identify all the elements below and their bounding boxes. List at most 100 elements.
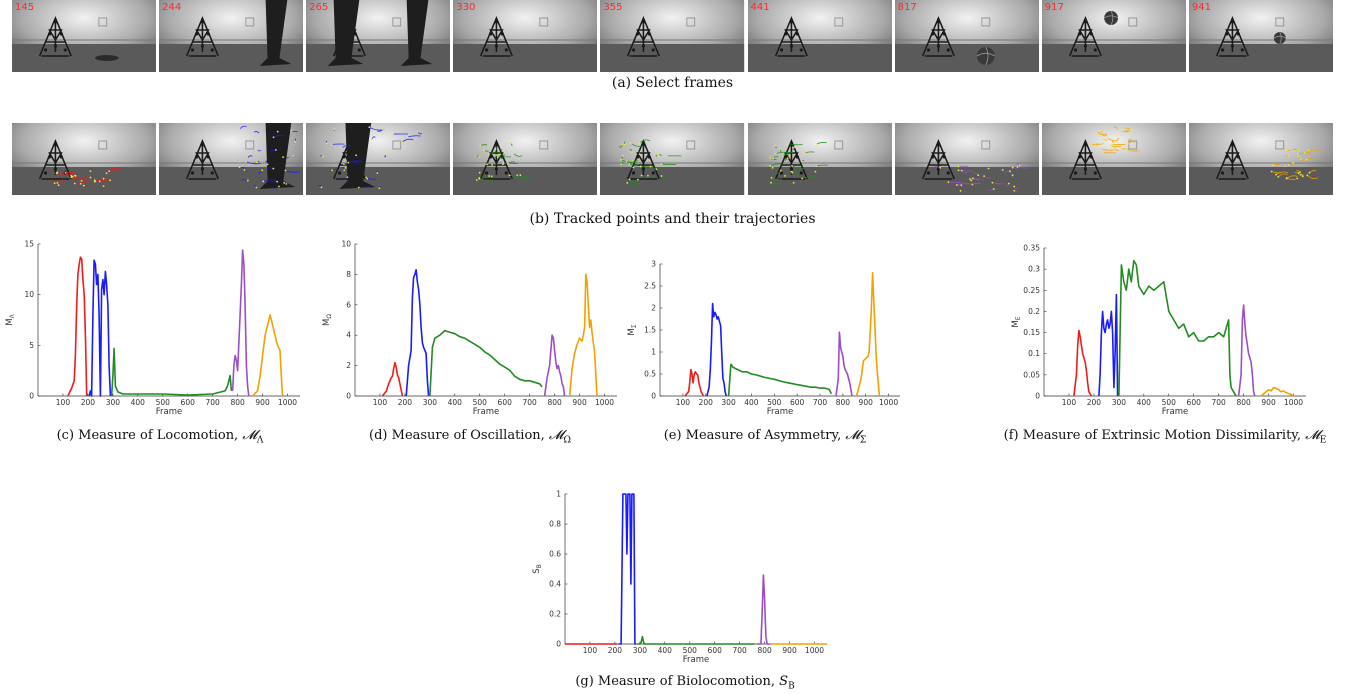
series-line-red: [684, 368, 705, 397]
axes: 100 200 300 400 500 600 700 800 900 1000 0 5 10 15 Fra…: [5, 240, 300, 417]
x-tick-label: 1000: [1284, 398, 1303, 407]
caption-g: (g) Measure of Biolocomotion, SB: [560, 674, 810, 692]
axes: 100 200 300 400 500 600 700 800 900 1000 0 2 4 6 8 10 Fr…: [322, 240, 617, 417]
y-tick-label: 2: [346, 361, 351, 370]
video-frame: [453, 123, 598, 195]
y-tick-label: 15: [24, 240, 34, 249]
x-tick-label: 500: [156, 398, 171, 407]
y-tick-label: 0: [29, 392, 34, 401]
frame-number: 817: [897, 2, 917, 13]
y-tick-label: 0.15: [1023, 328, 1040, 337]
y-tick-label: 4: [346, 331, 351, 340]
frame-number: 244: [162, 2, 182, 13]
x-tick-label: 600: [1187, 398, 1202, 407]
x-tick-label: 400: [1137, 398, 1152, 407]
caption-a: (a) Select frames: [611, 75, 734, 91]
x-tick-label: 1000: [595, 398, 614, 407]
x-axis-label: Frame: [156, 407, 182, 417]
y-tick-label: 0.5: [644, 370, 656, 379]
caption-text: (f) Measure of Extrinsic Motion Dissimil…: [1003, 428, 1306, 443]
chart-svg-g: 100 200 300 400 500 600 700 800 900 1000 0 0.2 0.4 0.…: [532, 490, 827, 665]
y-tick-label: 1: [651, 348, 656, 357]
series-line-red: [381, 361, 404, 397]
series-line-green: [429, 329, 543, 397]
x-tick-label: 100: [56, 398, 71, 407]
y-tick-label: 0.25: [1023, 286, 1040, 295]
video-frame: 145: [12, 0, 157, 72]
x-tick-label: 300: [1112, 398, 1127, 407]
frame-number: 917: [1044, 2, 1064, 13]
series-line-orange: [1260, 386, 1294, 397]
video-frame: [159, 123, 304, 195]
x-tick-label: 900: [782, 646, 797, 655]
series-line-purple: [231, 249, 250, 397]
chart-svg-d: 100 200 300 400 500 600 700 800 900 1000 0 2 4 6 8 10 Fr…: [322, 240, 617, 417]
series-line-purple: [1237, 304, 1256, 397]
x-tick-label: 800: [230, 398, 245, 407]
y-tick-label: 8: [346, 270, 351, 279]
x-tick-label: 300: [106, 398, 121, 407]
y-tick-label: 2: [651, 304, 656, 313]
frame-strip-a: 145 244 265 330 355 441 817 917 941: [12, 0, 1333, 72]
video-frame: [600, 123, 745, 195]
video-frame: [12, 123, 157, 195]
chart-extrinsic: 100 200 300 400 500 600 700 800 900 1000 0 0.05 0.1 0…: [1010, 242, 1310, 417]
caption-subscript: Ω: [563, 435, 571, 446]
y-axis-label: MΣ: [627, 324, 638, 335]
series-line-green: [1118, 259, 1237, 397]
x-tick-label: 1000: [879, 398, 898, 407]
x-tick-label: 700: [733, 646, 748, 655]
x-tick-label: 100: [676, 398, 691, 407]
series-line-blue: [618, 493, 637, 645]
x-tick-label: 800: [1236, 398, 1251, 407]
frame-number: 941: [1191, 2, 1211, 13]
x-tick-label: 1000: [805, 646, 824, 655]
frame-number: 265: [309, 2, 329, 13]
x-tick-label: 500: [473, 398, 488, 407]
caption-subscript: Λ: [256, 435, 264, 446]
caption-symbol: 𝓜: [1305, 428, 1320, 443]
series-line-orange: [568, 273, 598, 397]
video-frame: [1188, 123, 1333, 195]
x-tick-label: 300: [633, 646, 648, 655]
y-tick-label: 0.35: [1023, 244, 1040, 253]
x-tick-label: 300: [721, 398, 736, 407]
caption-text: (g) Measure of Biolocomotion,: [575, 674, 780, 689]
y-tick-label: 0.8: [549, 520, 561, 529]
x-tick-label: 100: [583, 646, 598, 655]
y-tick-label: 10: [24, 290, 34, 299]
x-tick-label: 200: [398, 398, 413, 407]
video-frame: [1041, 123, 1186, 195]
chart-svg-f: 100 200 300 400 500 600 700 800 900 1000 0 0.05 0.1 0…: [1011, 244, 1306, 417]
y-tick-label: 0: [346, 392, 351, 401]
y-tick-label: 0.2: [549, 610, 561, 619]
caption-f: (f) Measure of Extrinsic Motion Dissimil…: [1000, 428, 1330, 446]
video-frame: 941: [1188, 0, 1333, 72]
x-tick-label: 600: [498, 398, 513, 407]
y-tick-label: 0.6: [549, 550, 561, 559]
x-tick-label: 800: [547, 398, 562, 407]
frame-number: 145: [15, 2, 35, 13]
x-tick-label: 400: [131, 398, 146, 407]
x-tick-label: 500: [683, 646, 698, 655]
y-tick-label: 1.5: [644, 326, 656, 335]
frame-number: 355: [603, 2, 623, 13]
series-line-green: [110, 347, 233, 397]
x-tick-label: 300: [423, 398, 438, 407]
video-frame: 355: [600, 0, 745, 72]
series-line-purple: [543, 334, 566, 397]
chart-oscillation: 100 200 300 400 500 600 700 800 900 1000 0 2 4 6 8 10 Fr…: [322, 238, 625, 417]
x-tick-label: 600: [790, 398, 805, 407]
x-axis-label: Frame: [767, 407, 793, 417]
x-tick-label: 800: [836, 398, 851, 407]
y-tick-label: 0: [651, 392, 656, 401]
y-tick-label: 5: [29, 341, 34, 350]
x-tick-label: 900: [255, 398, 270, 407]
frame-number: 330: [456, 2, 476, 13]
video-frame: 817: [894, 0, 1039, 72]
x-tick-label: 600: [181, 398, 196, 407]
axes: 100 200 300 400 500 600 700 800 900 1000 0 0.2 0.4 0.…: [532, 490, 827, 665]
axes: 100 200 300 400 500 600 700 800 900 1000 0 0.5 1 1.5 2…: [627, 260, 900, 417]
caption-symbol: 𝓜: [548, 428, 564, 443]
caption-c: (c) Measure of Locomotion, 𝓜Λ: [30, 428, 290, 446]
